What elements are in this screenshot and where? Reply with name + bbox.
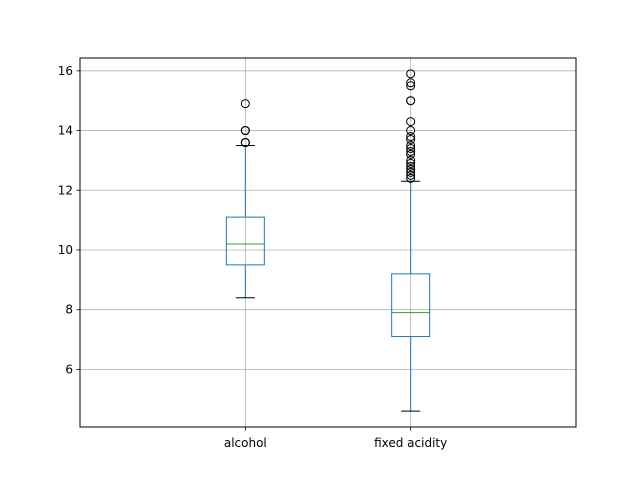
outlier-point (406, 135, 416, 145)
x-axis: alcohol fixed acidity (224, 427, 447, 450)
outlier-point (406, 170, 416, 180)
outlier-point (240, 126, 250, 136)
y-tick-label: 12 (58, 183, 73, 197)
outlier-point (240, 137, 250, 147)
outlier-point (406, 158, 416, 168)
y-tick-label: 8 (65, 303, 73, 317)
outlier-point (406, 78, 416, 88)
x-tick-label: alcohol (224, 436, 267, 450)
outlier-point (406, 164, 416, 174)
outlier-point (406, 69, 416, 79)
box-group (391, 69, 431, 412)
outlier-point (406, 96, 416, 106)
grid-lines (80, 58, 576, 427)
y-tick-label: 6 (65, 362, 73, 376)
outlier-point (406, 126, 416, 136)
box-group (225, 99, 265, 299)
outlier-point (406, 81, 416, 91)
outlier-point (240, 99, 250, 109)
outlier-point (406, 143, 416, 153)
y-tick-label: 16 (58, 64, 73, 78)
box-iqr (225, 216, 265, 266)
y-axis: 6 8 10 12 14 16 (58, 64, 80, 376)
outlier-point (406, 155, 416, 165)
outlier-point (406, 132, 416, 142)
x-tick-label: fixed acidity (374, 436, 447, 450)
outlier-point (406, 167, 416, 177)
y-tick-label: 14 (58, 124, 73, 138)
outlier-point (406, 173, 416, 183)
outlier-point (406, 149, 416, 159)
outlier-point (406, 140, 416, 150)
plot-frame (79, 57, 577, 428)
outlier-point (406, 146, 416, 156)
box-series (225, 69, 431, 412)
outlier-point (406, 161, 416, 171)
box-iqr (391, 273, 431, 338)
y-tick-label: 10 (58, 243, 73, 257)
outlier-point (406, 117, 416, 127)
